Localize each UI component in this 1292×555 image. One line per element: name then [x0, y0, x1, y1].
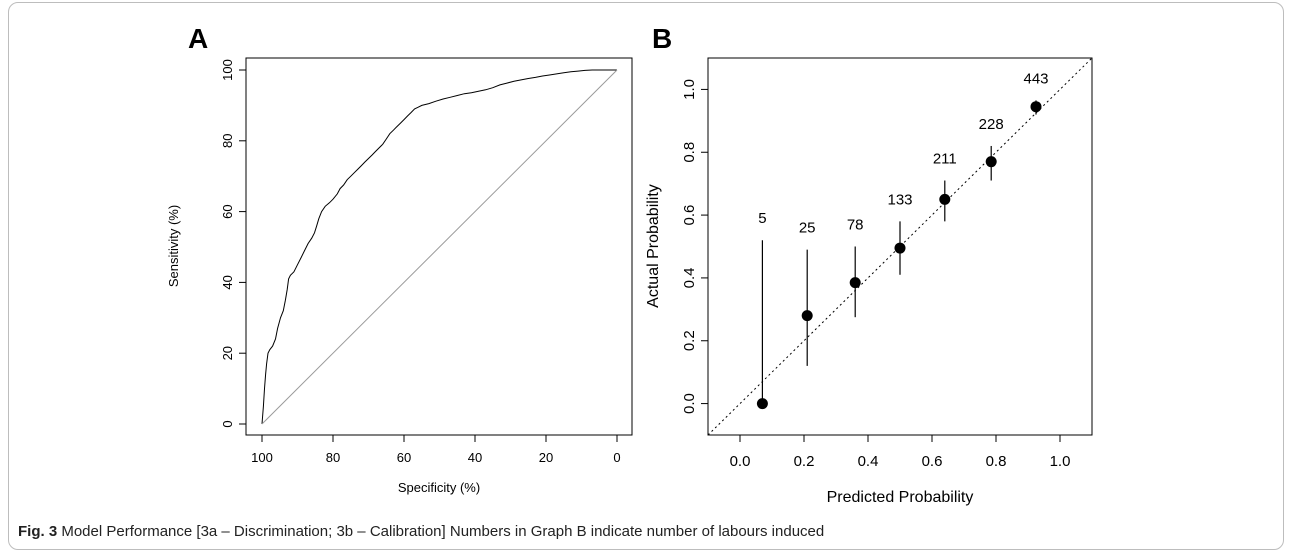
panel-b-label: B [652, 23, 672, 54]
panel-b-marks: 5 25 78 133 211 228 443 [707, 57, 1093, 436]
panel-a-y-axis-label: Sensitivity (%) [166, 205, 181, 287]
panel-b-x-tick-label: 1.0 [1050, 453, 1071, 470]
panel-b-y-tick-label: 1.0 [681, 79, 698, 100]
figure-frame [8, 2, 1284, 550]
figure-caption: Fig. 3 Model Performance [3a – Discrimin… [18, 523, 824, 540]
panel-b-count-label: 443 [1023, 70, 1048, 87]
panel-b-y-tick-label: 0.4 [681, 267, 698, 288]
panel-a-y-tick-label: 0 [220, 420, 235, 427]
panel-b-y-tick-label: 0.6 [681, 205, 698, 226]
panel-b-x-tick-label: 0.2 [794, 453, 815, 470]
panel-a-y-tick-label: 20 [220, 346, 235, 360]
panel-b-y-axis-label: Actual Probability [645, 184, 662, 308]
panel-a-x-tick-label: 40 [468, 450, 482, 465]
panel-a-x-tick-label: 20 [539, 450, 553, 465]
panel-b-data-point [1030, 101, 1042, 113]
panel-a-y-tick-label: 100 [220, 59, 235, 81]
panel-b-data-point [801, 310, 813, 322]
panel-b-x-tick-label: 0.6 [922, 453, 943, 470]
panel-b-data-point [939, 193, 951, 205]
panel-b-count-label: 133 [887, 191, 912, 208]
panel-a-y-tick-label: 80 [220, 134, 235, 148]
panel-b-y-tick-label: 0.2 [681, 330, 698, 351]
panel-b-data-point [985, 156, 997, 168]
caption-label: Fig. 3 [18, 523, 58, 540]
panel-a-label: A [188, 23, 208, 54]
panel-a-roc: A 100 80 60 40 20 0 0 20 40 60 80 100 Specificity (… [166, 23, 633, 495]
panel-b-x-tick-label: 0.8 [986, 453, 1007, 470]
panel-a-y-tick-label: 40 [220, 275, 235, 289]
panel-a-plot-box [245, 57, 633, 436]
panel-a-y-tick-label: 60 [220, 204, 235, 218]
panel-b-y-tick-label: 0.0 [681, 393, 698, 414]
panel-b-data-point [849, 277, 861, 289]
panel-a-x-tick-label: 60 [397, 450, 411, 465]
panel-a-roc-curve [261, 69, 617, 425]
panel-a-x-axis-label: Specificity (%) [398, 480, 480, 495]
panel-a-diagonal-line [261, 69, 618, 425]
panel-b-count-label: 25 [799, 220, 816, 237]
panel-a-x-tick-label: 80 [326, 450, 340, 465]
panel-b-count-label: 5 [758, 210, 766, 227]
panel-b-x-axis-label: Predicted Probability [827, 489, 974, 506]
panel-b-ticks: 0.0 0.2 0.4 0.6 0.8 1.0 0.0 0.2 0.4 0.6 0.8 1.0 [681, 79, 1070, 470]
panel-b-count-label: 228 [979, 116, 1004, 133]
panel-b-data-point [756, 398, 768, 410]
panel-a-x-tick-label: 100 [251, 450, 273, 465]
panel-b-x-tick-label: 0.4 [858, 453, 879, 470]
panel-b-plot-box [707, 57, 1093, 436]
panel-b-count-label: 78 [847, 217, 864, 234]
panel-a-x-tick-label: 0 [613, 450, 620, 465]
panel-a-ticks: 100 80 60 40 20 0 0 20 40 60 80 100 [220, 59, 621, 465]
panel-b-data-point [894, 242, 906, 254]
panel-b-calibration: B 0.0 0.2 0.4 0.6 0.8 1.0 0.0 0.2 0.4 0.6 0.8 1.0 5… [645, 23, 1093, 506]
caption-text: Model Performance [3a – Discrimination; … [61, 523, 825, 540]
panel-b-count-label: 211 [933, 151, 957, 168]
panel-b-x-tick-label: 0.0 [730, 453, 751, 470]
panel-a-lines [261, 69, 618, 425]
panel-b-y-tick-label: 0.8 [681, 142, 698, 163]
